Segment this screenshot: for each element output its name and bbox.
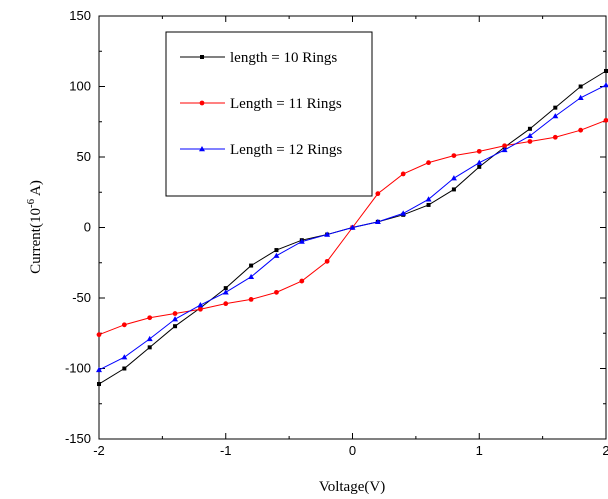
legend-marker <box>199 100 205 106</box>
data-point <box>552 113 559 119</box>
tick-labels: -2 -1 0 1 2 -150 -100 -50 0 50 100 150 <box>65 8 608 458</box>
data-point <box>223 286 228 291</box>
data-point <box>248 273 255 280</box>
x-tick-label: -2 <box>93 443 105 458</box>
data-point <box>97 382 101 387</box>
legend-items: length = 10 Rings Length = 11 Rings Length… <box>180 50 342 158</box>
data-point <box>425 196 432 202</box>
legend-label: Length = 12 Rings <box>230 142 342 158</box>
data-point <box>172 316 179 322</box>
x-tick-label: -1 <box>220 443 232 458</box>
x-tick-label: 1 <box>476 443 483 458</box>
data-point <box>374 218 381 225</box>
data-point <box>578 127 584 133</box>
y-tick-label: 100 <box>69 79 91 94</box>
legend: length = 10 Rings Length = 11 Rings Length… <box>165 31 373 197</box>
data-point <box>96 332 102 338</box>
y-tick-label: -50 <box>72 290 91 305</box>
legend-marker <box>200 55 204 59</box>
data-point <box>146 335 153 342</box>
data-point <box>222 289 229 295</box>
series-3 <box>96 82 608 373</box>
data-point <box>223 301 229 307</box>
data-point <box>400 210 407 216</box>
data-point <box>299 278 305 284</box>
legend-label: length = 10 Rings <box>230 50 337 66</box>
data-point <box>349 224 356 230</box>
y-axis-title: Current(10-6 A) <box>25 180 44 274</box>
data-point <box>274 248 279 253</box>
data-point <box>121 322 127 328</box>
data-point <box>248 297 254 302</box>
x-tick-label: 2 <box>602 443 608 458</box>
data-point <box>603 82 608 88</box>
y-axis-title-suffix: A) <box>28 180 44 199</box>
data-point <box>426 202 431 207</box>
series-layer <box>96 68 608 387</box>
x-tick-label: 0 <box>349 443 356 458</box>
data-point <box>604 68 608 73</box>
legend-marker <box>199 146 205 152</box>
x-axis-title: Voltage(V) <box>319 479 385 495</box>
data-point <box>324 231 331 237</box>
y-tick-label: -150 <box>65 431 91 446</box>
data-point <box>274 289 279 295</box>
data-point <box>324 258 330 264</box>
data-point <box>527 139 533 144</box>
data-point <box>197 302 204 308</box>
data-point <box>173 324 178 329</box>
data-point <box>450 175 457 181</box>
data-point <box>172 311 178 316</box>
y-tick-label: 150 <box>69 8 91 23</box>
data-point <box>121 354 128 360</box>
data-point <box>249 263 254 268</box>
data-point <box>375 191 381 197</box>
data-point <box>603 117 608 123</box>
data-point <box>477 164 482 169</box>
data-point <box>451 153 457 158</box>
legend-item: Length = 12 Rings <box>180 142 342 158</box>
data-point <box>400 171 406 177</box>
y-axis-title-prefix: Current(10 <box>28 208 44 274</box>
legend-item: length = 10 Rings <box>180 50 337 66</box>
data-point <box>198 306 203 312</box>
y-tick-label: 50 <box>77 149 91 164</box>
legend-box <box>165 31 373 197</box>
legend-item: Length = 11 Rings <box>180 96 342 112</box>
data-point <box>578 84 583 89</box>
data-point <box>553 105 558 110</box>
data-point <box>147 315 153 321</box>
data-point <box>552 134 558 140</box>
y-tick-label: -100 <box>65 361 91 376</box>
data-point <box>577 94 584 100</box>
data-point <box>476 148 482 154</box>
data-point <box>501 146 508 153</box>
data-point <box>476 159 483 165</box>
data-point <box>273 252 280 258</box>
data-point <box>298 238 305 244</box>
data-point <box>451 187 456 192</box>
data-point <box>96 366 102 373</box>
data-point <box>502 143 507 149</box>
data-point <box>122 366 127 371</box>
data-point <box>526 132 533 139</box>
legend-label: Length = 11 Rings <box>230 96 342 112</box>
y-axis-title-superscript: -6 <box>25 198 37 208</box>
data-point <box>426 160 431 166</box>
y-tick-label: 0 <box>84 220 91 235</box>
data-point <box>147 345 152 350</box>
data-point <box>527 126 532 131</box>
